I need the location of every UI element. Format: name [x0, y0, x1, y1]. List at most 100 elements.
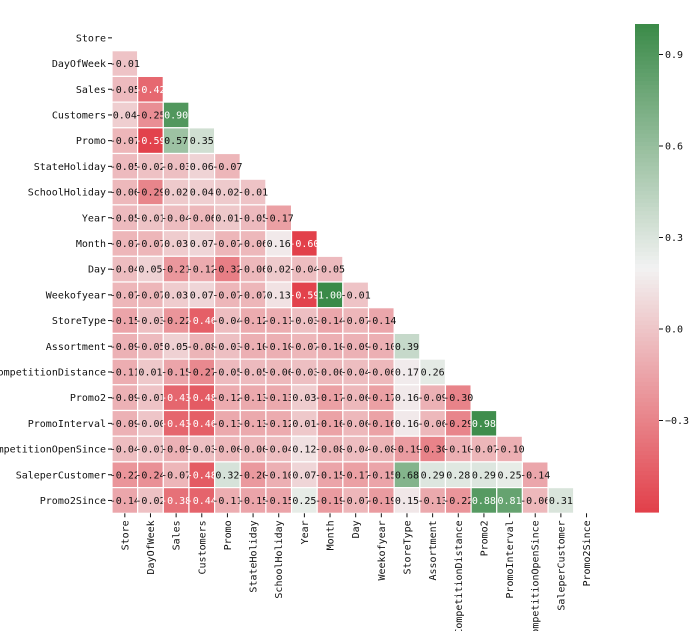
- cell-value-label: -0.06: [264, 367, 294, 378]
- cell-value-label: -0.13: [212, 419, 242, 430]
- cell-value-label: -0.08: [315, 445, 345, 456]
- cell-value-label: -0.03: [161, 162, 191, 173]
- colorbar-segment: [635, 158, 659, 163]
- col-label-Promo2Since: Promo2Since: [582, 520, 593, 586]
- cell-value-label: -0.14: [520, 470, 550, 481]
- cell-value-label: -0.09: [418, 393, 448, 404]
- heatmap-cell-Weekofyear-Day: [342, 281, 370, 309]
- cell-value-label: -0.09: [341, 342, 371, 353]
- cell-value-label: 0.02: [215, 188, 239, 199]
- colorbar-segment: [635, 125, 659, 131]
- cell-value-label: -0.04: [341, 367, 371, 378]
- row-label-PromoInterval: PromoInterval: [28, 419, 106, 430]
- cell-value-label: 0.05: [164, 342, 188, 353]
- colorbar-segment: [635, 154, 659, 159]
- col-label-CompetitionDistance: CompetitionDistance: [454, 520, 465, 631]
- colorbar-segment: [635, 64, 659, 70]
- cell-value-label: -0.48: [187, 393, 217, 404]
- cell-value-label: -0.38: [161, 496, 191, 507]
- cell-value-label: 0.15: [395, 496, 419, 507]
- cell-value-label: -0.24: [135, 470, 165, 481]
- colorbar-segment: [635, 202, 659, 208]
- colorbar-segment: [635, 263, 659, 269]
- colorbar-segment: [635, 459, 659, 464]
- colorbar: 0.9 0.6 0.3 0.0 −0.3: [635, 24, 689, 513]
- heatmap-cell-StoreType-Sales: [162, 307, 190, 335]
- cell-value-label: -0.48: [187, 470, 217, 481]
- cell-value-label: -0.32: [212, 265, 242, 276]
- column-labels: Store DayOfWeek Sales Customers Promo StateHo…: [120, 513, 593, 631]
- cell-value-label: 0.26: [421, 367, 445, 378]
- colorbar-segment: [635, 426, 659, 432]
- cell-value-label: -0.00: [135, 419, 165, 430]
- col-label-Customers: Customers: [197, 520, 208, 574]
- colorbar-segment: [635, 418, 659, 424]
- colorbar-segment: [635, 227, 659, 232]
- colorbar-segment: [635, 369, 659, 375]
- heatmap-cell-SchoolHoliday-StateHoliday: [239, 178, 267, 206]
- row-labels: Store DayOfWeek Sales Customers Promo StateHo…: [0, 33, 112, 507]
- cell-value-label: -0.05: [110, 162, 140, 173]
- colorbar-segment: [635, 76, 659, 82]
- colorbar-segment: [635, 68, 659, 74]
- colorbar-segment: [635, 320, 659, 326]
- cell-value-label: 0.68: [395, 470, 419, 481]
- colorbar-segment: [635, 174, 659, 180]
- colorbar-segment: [635, 499, 659, 505]
- colorbar-segment: [635, 259, 659, 265]
- colorbar-segment: [635, 471, 659, 476]
- heatmap-cell-StoreType-SchoolHoliday: [265, 307, 293, 335]
- cell-value-label: 0.29: [421, 470, 445, 481]
- colorbar-segment: [635, 239, 659, 245]
- cell-value-label: -0.01: [135, 445, 165, 456]
- colorbar-segment: [635, 268, 659, 273]
- cell-value-label: -0.07: [212, 290, 242, 301]
- cell-value-label: -0.03: [187, 445, 217, 456]
- cell-value-label: -0.06: [110, 188, 140, 199]
- heatmap-cell-StoreType-Month: [316, 307, 344, 335]
- cell-value-label: -0.11: [264, 316, 294, 327]
- colorbar-segment: [635, 276, 659, 281]
- heatmap-cell-Assortment-StoreType: [393, 332, 421, 360]
- colorbar-segment: [635, 137, 659, 143]
- colorbar-segment: [635, 215, 659, 220]
- colorbar-segment: [635, 337, 659, 342]
- colorbar-segment: [635, 430, 659, 436]
- heatmap-cell-PromoInterval-SchoolHoliday: [265, 409, 293, 437]
- col-label-Day: Day: [351, 520, 362, 538]
- col-label-CompetitionOpenSince: CompetitionOpenSince: [531, 520, 542, 631]
- colorbar-segment: [635, 455, 659, 460]
- cell-value-label: -0.04: [110, 265, 140, 276]
- colorbar-tick-label: 0.6: [665, 142, 683, 153]
- cell-value-label: -0.14: [366, 316, 396, 327]
- col-label-Assortment: Assortment: [428, 520, 439, 580]
- cell-value-label: 0.35: [190, 136, 214, 147]
- cell-value-label: -0.06: [315, 367, 345, 378]
- heatmap-cell-Promo2-SchoolHoliday: [265, 384, 293, 412]
- heatmap-cell-CompetitionDistance-Month: [316, 358, 344, 386]
- heatmap-cell-CompetitionOpenSince-Weekofyear: [367, 435, 395, 463]
- cell-value-label: -0.03: [289, 367, 319, 378]
- colorbar-segment: [635, 194, 659, 200]
- colorbar-segment: [635, 56, 659, 62]
- cell-value-label: -0.30: [418, 445, 448, 456]
- colorbar-segment: [635, 503, 659, 509]
- cell-value-label: -0.01: [341, 290, 371, 301]
- cell-value-label: -0.04: [212, 316, 242, 327]
- cell-value-label: -0.06: [238, 445, 268, 456]
- colorbar-segment: [635, 113, 659, 119]
- row-label-CompetitionDistance: CompetitionDistance: [0, 367, 106, 378]
- cell-value-label: 0.25: [498, 470, 522, 481]
- colorbar-segment: [635, 451, 659, 456]
- colorbar-segment: [635, 182, 659, 188]
- cell-value-label: -0.05: [135, 342, 165, 353]
- colorbar-segment: [635, 312, 659, 318]
- heatmap-cell-CompetitionDistance-SchoolHoliday: [265, 358, 293, 386]
- colorbar-segment: [635, 349, 659, 354]
- cell-value-label: -0.07: [135, 239, 165, 250]
- colorbar-segment: [635, 80, 659, 86]
- heatmap-cell-Assortment-Weekofyear: [367, 332, 395, 360]
- colorbar-segment: [635, 410, 659, 415]
- colorbar-segment: [635, 357, 659, 363]
- cell-value-label: 0.90: [164, 110, 188, 121]
